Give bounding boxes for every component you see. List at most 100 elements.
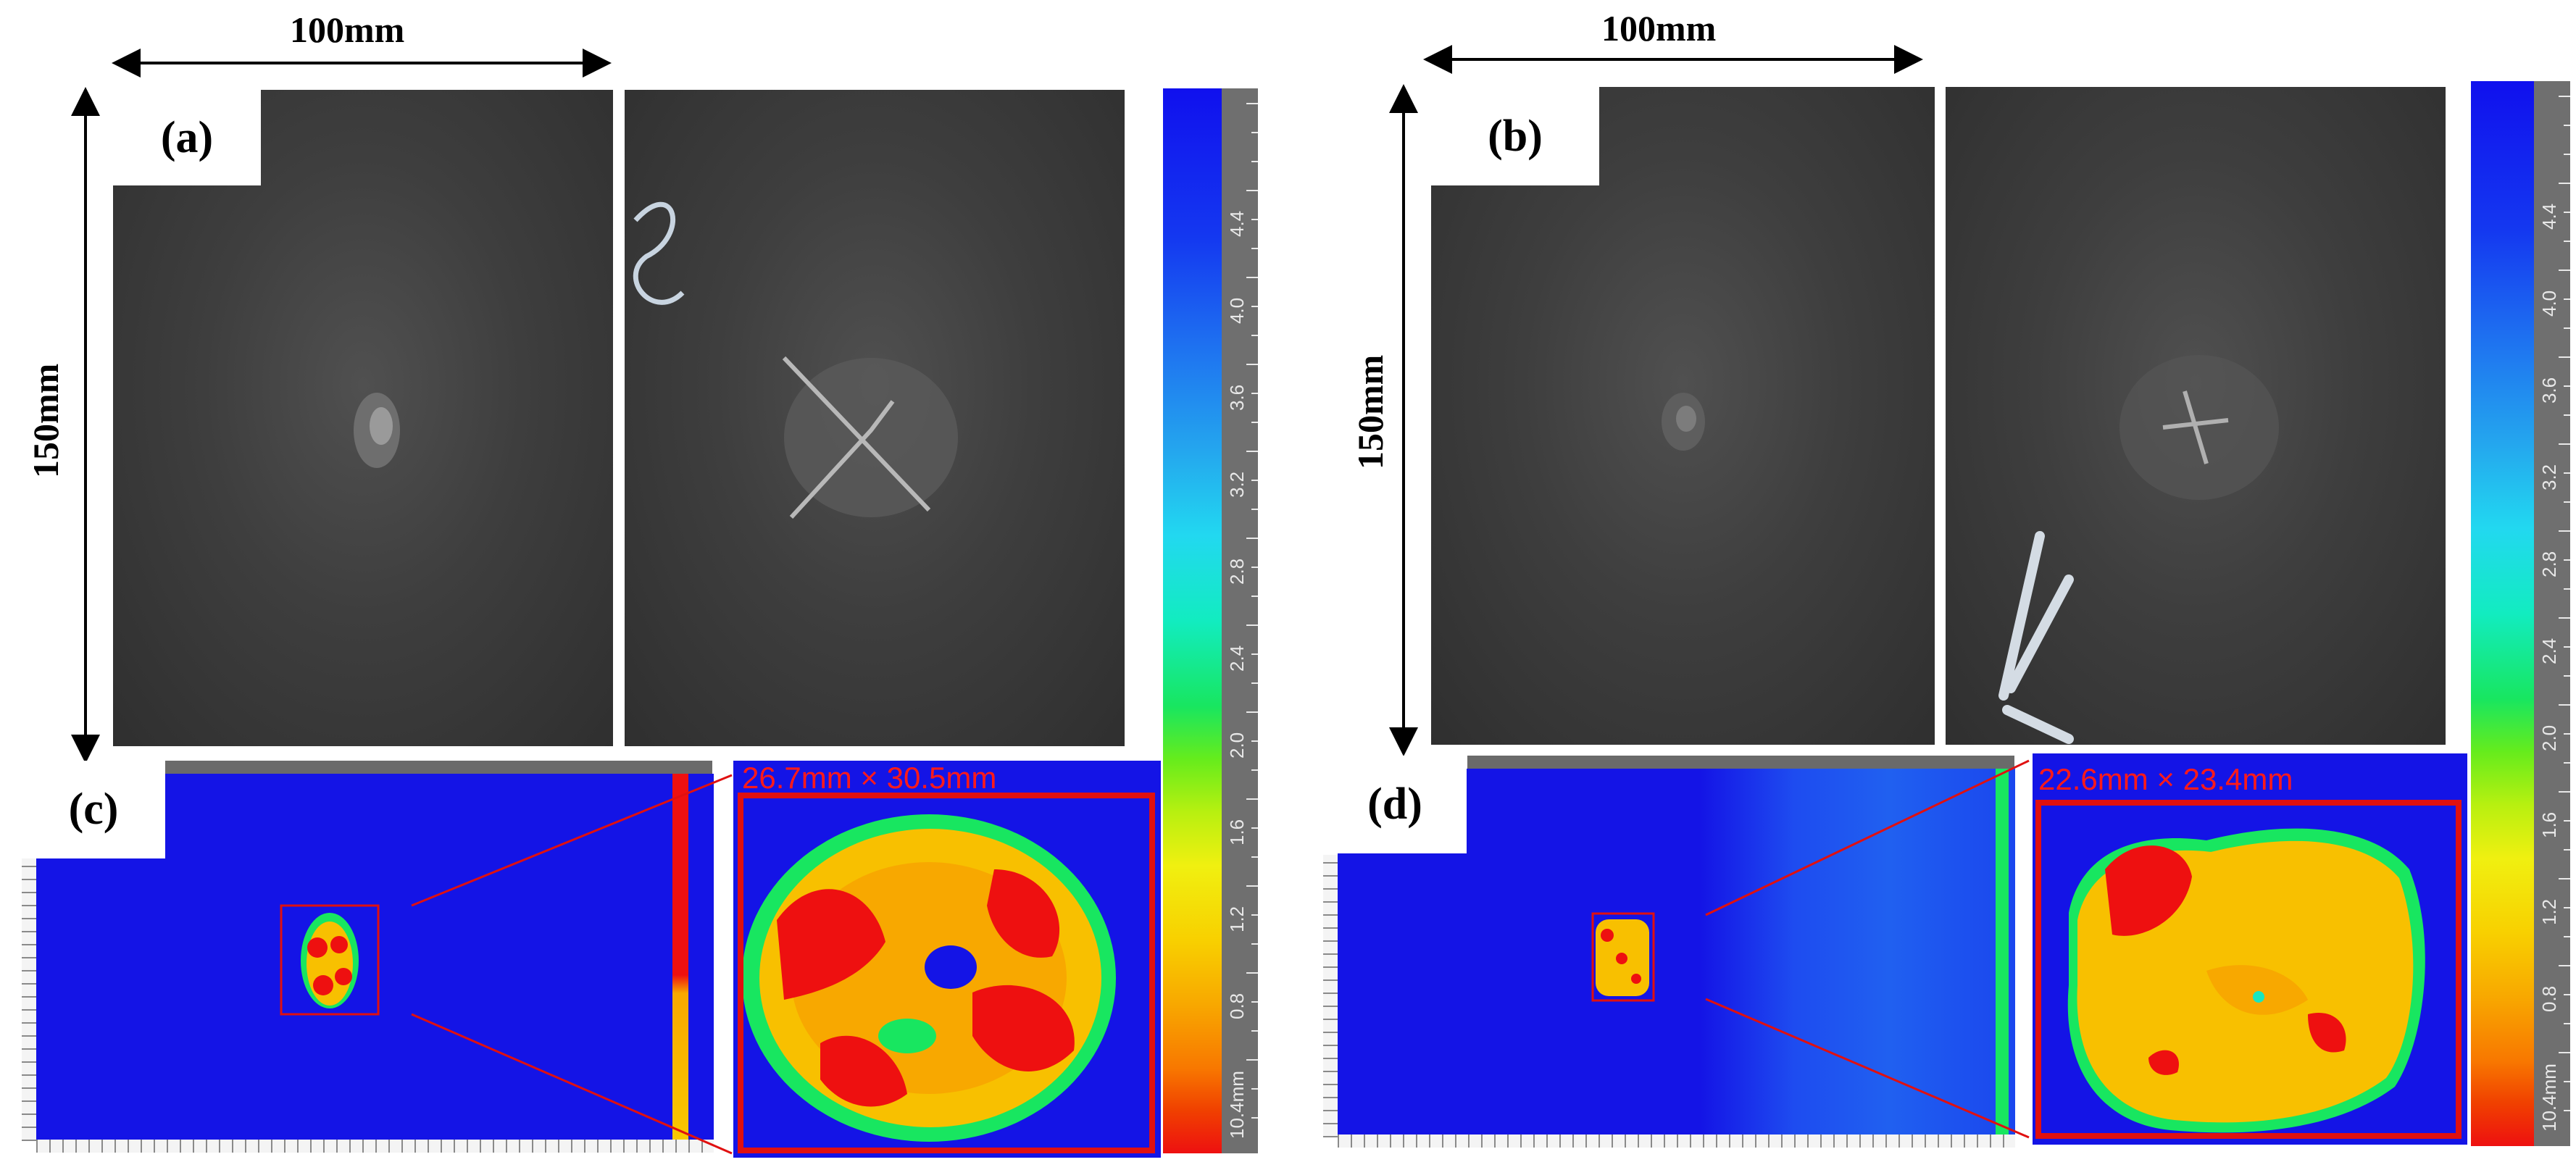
colorbar-label: 2.8 — [2538, 551, 2560, 577]
colorbar-tick — [2559, 269, 2570, 271]
colorbar-tick — [1246, 103, 1258, 104]
scan-d-left-ruler — [1323, 855, 1338, 1137]
colorbar-tick — [2564, 588, 2570, 590]
colorbar-tick — [2559, 356, 2570, 358]
colorbar-tick — [2564, 762, 2570, 764]
colorbar-tick — [2564, 849, 2570, 851]
scan-c-edge-strip — [672, 774, 688, 1140]
back-face-crack — [633, 201, 958, 519]
colorbar-tick — [2564, 298, 2570, 300]
colorbar-tick — [1251, 161, 1258, 162]
colorbar-label: 4.4 — [2538, 203, 2560, 230]
colorbar-tick — [2559, 1052, 2570, 1053]
scan-d-topbar — [1467, 756, 2014, 769]
impact-dent — [1662, 393, 1705, 451]
colorbar-tick — [1251, 480, 1258, 481]
colorbar-tick — [2564, 559, 2570, 561]
scan-c-left-ruler — [22, 858, 36, 1141]
colorbar-tick — [1251, 422, 1258, 423]
colorbar-tick — [2564, 414, 2570, 416]
photo-a-front — [113, 90, 613, 746]
colorbar-label: 10.4mm — [2538, 1064, 2560, 1132]
scan-c-bottom-ruler — [36, 1140, 714, 1153]
colorbar-tick — [2559, 878, 2570, 879]
colorbar-tick — [2564, 241, 2570, 242]
colorbar-tick — [2559, 617, 2570, 619]
scan-d-damage-small — [1591, 912, 1655, 1002]
colorbar-tick — [2559, 791, 2570, 793]
colorbar-tick — [1246, 1059, 1258, 1061]
colorbar-tick — [1246, 798, 1258, 800]
colorbar-label: 4.0 — [2538, 290, 2560, 317]
scan-d-zoom: 22.6mm × 23.4mm — [2033, 753, 2467, 1145]
colorbar-tick — [1246, 885, 1258, 887]
panel-label-a: (a) — [113, 90, 261, 185]
panel-label-d: (d) — [1323, 756, 1467, 853]
colorbar-tick — [2559, 965, 2570, 966]
colorbar-left-scale: 10.4mm 0.8 1.2 1.6 2.0 2.4 2.8 3.2 3.6 4… — [1222, 88, 1258, 1153]
colorbar-tick — [1251, 1117, 1258, 1119]
colorbar-label: 3.2 — [2538, 464, 2560, 490]
colorbar-tick — [2564, 1110, 2570, 1111]
colorbar-tick — [1251, 335, 1258, 336]
colorbar-tick — [1251, 740, 1258, 742]
colorbar-label: 4.4 — [1226, 210, 1248, 237]
colorbar-tick — [2564, 212, 2570, 213]
colorbar-tick — [2564, 125, 2570, 126]
colorbar-tick — [2564, 1081, 2570, 1082]
colorbar-tick — [2559, 183, 2570, 184]
colorbar-label: 2.0 — [2538, 724, 2560, 751]
colorbar-tick — [1251, 509, 1258, 510]
colorbar-tick — [1251, 682, 1258, 684]
colorbar-tick — [2564, 327, 2570, 329]
width-label-left: 100mm — [290, 9, 405, 50]
colorbar-label: 3.2 — [1226, 471, 1248, 498]
colorbar-tick — [1246, 538, 1258, 539]
colorbar-tick — [1251, 653, 1258, 655]
colorbar-tick — [2559, 443, 2570, 445]
colorbar-label: 2.4 — [2538, 638, 2560, 664]
scan-d-edge-strip — [1996, 769, 2009, 1135]
colorbar-tick — [2564, 675, 2570, 677]
colorbar-tick — [1246, 711, 1258, 713]
colorbar-tick — [2564, 733, 2570, 735]
colorbar-label: 2.8 — [1226, 558, 1248, 585]
colorbar-label: 0.8 — [2538, 985, 2560, 1012]
panel-label-b: (b) — [1431, 87, 1599, 185]
scan-c-damage-size: 26.7mm × 30.5mm — [742, 761, 997, 795]
colorbar-tick — [1251, 769, 1258, 771]
colorbar-label: 1.6 — [2538, 811, 2560, 838]
colorbar-tick — [1246, 624, 1258, 626]
colorbar-tick — [1246, 972, 1258, 974]
colorbar-label: 4.0 — [1226, 297, 1248, 324]
colorbar-tick — [1251, 567, 1258, 568]
colorbar-tick — [2564, 501, 2570, 503]
colorbar-label: 3.6 — [2538, 377, 2560, 404]
colorbar-tick — [1251, 393, 1258, 394]
colorbar-tick — [1251, 943, 1258, 945]
colorbar-right-scale: 10.4mm 0.8 1.2 1.6 2.0 2.4 2.8 3.2 3.6 4… — [2534, 81, 2570, 1146]
colorbar-tick — [1251, 306, 1258, 307]
colorbar-tick — [1251, 1001, 1258, 1003]
scan-c-damage-small — [280, 904, 380, 1016]
scan-d-damage-size: 22.6mm × 23.4mm — [2038, 762, 2293, 796]
colorbar-tick — [2564, 994, 2570, 995]
colorbar-tick — [2559, 704, 2570, 706]
colorbar-tick — [1246, 364, 1258, 365]
colorbar-tick — [2559, 530, 2570, 532]
colorbar-label: 1.6 — [1226, 819, 1248, 845]
scan-c-zoom: 26.7mm × 30.5mm — [733, 761, 1161, 1158]
colorbar-tick — [1251, 856, 1258, 858]
colorbar-label: 0.8 — [1226, 993, 1248, 1019]
colorbar-tick — [1246, 190, 1258, 191]
colorbar-tick — [2564, 472, 2570, 474]
colorbar-tick — [2564, 936, 2570, 937]
photo-b-back — [1946, 87, 2446, 745]
colorbar-tick — [1251, 132, 1258, 133]
scan-c-topbar — [165, 761, 712, 774]
scan-c-damage-zoom — [738, 793, 1155, 1153]
colorbar-tick — [2564, 820, 2570, 822]
colorbar-tick — [2564, 154, 2570, 155]
colorbar-tick — [1251, 1088, 1258, 1090]
colorbar-tick — [1251, 219, 1258, 220]
